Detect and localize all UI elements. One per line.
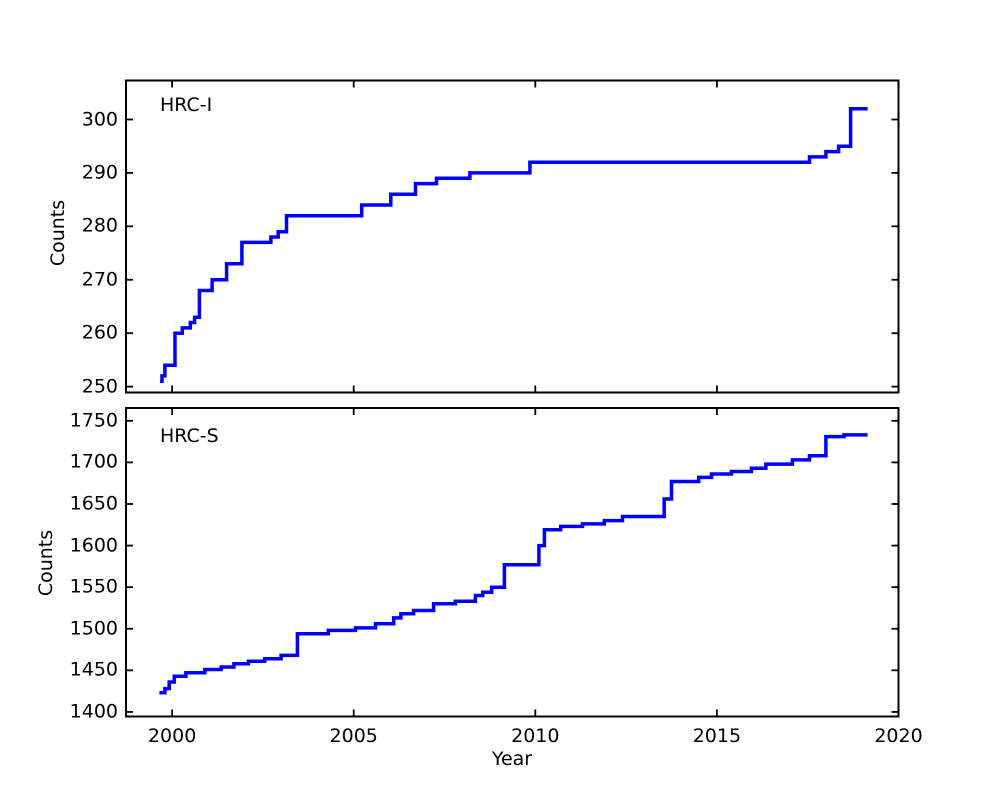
y-tick-label: 1450 <box>69 658 118 681</box>
plot-frame <box>125 407 900 718</box>
x-tick-label: 2000 <box>147 725 197 747</box>
y-tick-label: 300 <box>81 108 118 130</box>
y-tick-label: 270 <box>81 268 118 291</box>
y-tick-label: 1400 <box>69 700 118 723</box>
y-tick-label: 280 <box>81 214 118 237</box>
panel-label-hrc-s: HRC-S <box>160 425 219 447</box>
y-tick-label: 1600 <box>69 534 118 557</box>
x-tick-label: 2020 <box>874 725 923 747</box>
y-tick-label: 1550 <box>69 575 118 598</box>
y-tick-label: 1700 <box>69 450 118 473</box>
x-tick-label: 2010 <box>511 725 560 747</box>
x-axis-label: Year <box>491 748 533 770</box>
x-tick-label: 2015 <box>692 725 742 747</box>
hrc-i-step-line <box>160 107 868 384</box>
y-tick-label: 250 <box>81 375 118 398</box>
y-tick-label: 1650 <box>69 492 118 515</box>
y-tick-label: 290 <box>81 161 118 184</box>
y-tick-label: 1750 <box>69 409 118 432</box>
panel-label-hrc-i: HRC-I <box>160 94 213 116</box>
plot-frame <box>125 79 900 394</box>
y-tick-label: 260 <box>81 321 118 344</box>
y-axis-label-top: Counts <box>47 199 69 267</box>
x-tick-label: 2005 <box>329 725 378 747</box>
hrc-s-step-line <box>159 433 868 695</box>
y-axis-label-bottom: Counts <box>35 529 57 597</box>
y-tick-label: 1500 <box>69 617 118 640</box>
